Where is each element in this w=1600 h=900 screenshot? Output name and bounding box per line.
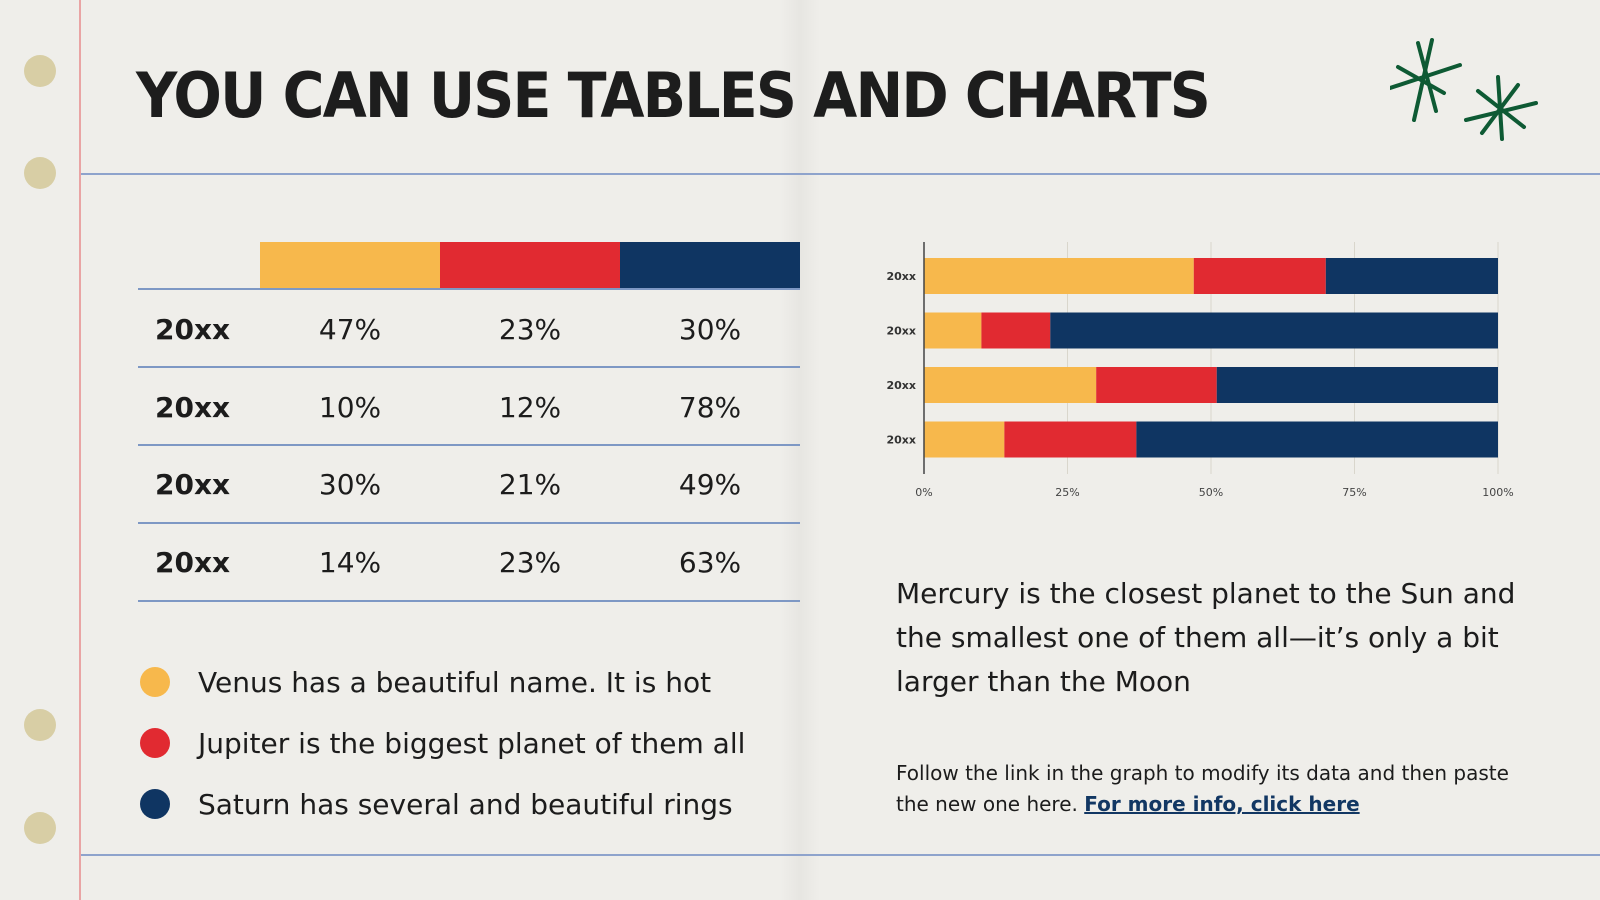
note-text: Follow the link in the graph to modify i… bbox=[896, 758, 1536, 820]
binder-hole bbox=[24, 157, 56, 189]
header-rule bbox=[81, 173, 1600, 175]
navy-dot-icon bbox=[140, 789, 170, 819]
x-tick-label: 100% bbox=[1482, 486, 1513, 499]
paper-fold-shadow bbox=[780, 0, 820, 900]
table-cell: 63% bbox=[678, 546, 742, 579]
table-header-navy bbox=[620, 242, 800, 289]
sparkle-stars-icon bbox=[1390, 38, 1538, 141]
chart-bar-segment bbox=[1096, 367, 1217, 403]
table-cell: 30% bbox=[678, 313, 742, 346]
chart-bar-segment bbox=[924, 312, 982, 349]
chart-bar-segment bbox=[1325, 258, 1498, 294]
footer-rule bbox=[81, 854, 1600, 856]
chart-bar-segment bbox=[1216, 367, 1498, 403]
chart-bar-segment bbox=[1050, 312, 1498, 349]
table-rule bbox=[138, 288, 800, 290]
table-header-yellow bbox=[260, 242, 440, 289]
y-tick-label: 20xx bbox=[887, 434, 917, 447]
table-cell: 14% bbox=[318, 546, 382, 579]
table-cell-year: 20xx bbox=[155, 546, 231, 579]
table-cell: 21% bbox=[498, 468, 562, 501]
chart-bar-segment bbox=[981, 312, 1051, 349]
legend-item: Jupiter is the biggest planet of them al… bbox=[140, 723, 745, 763]
legend-item: Saturn has several and beautiful rings bbox=[140, 784, 733, 824]
yellow-dot-icon bbox=[140, 667, 170, 697]
table-cell: 12% bbox=[498, 391, 562, 424]
table-header-red bbox=[440, 242, 620, 289]
y-tick-label: 20xx bbox=[887, 270, 917, 283]
table-cell: 23% bbox=[498, 546, 562, 579]
notebook-margin-line bbox=[79, 0, 81, 900]
table-cell: 47% bbox=[318, 313, 382, 346]
chart-bar-segment bbox=[1136, 421, 1498, 458]
table-cell: 10% bbox=[318, 391, 382, 424]
table-cell: 78% bbox=[678, 391, 742, 424]
x-tick-label: 75% bbox=[1342, 486, 1366, 499]
table-cell-year: 20xx bbox=[155, 391, 231, 424]
table-cell: 30% bbox=[318, 468, 382, 501]
page-title: YOU CAN USE TABLES AND CHARTS bbox=[136, 59, 1211, 132]
stacked-bar-chart: 0% 25% 50% 75% 100% 20xx 20xx 20xx 20xx bbox=[887, 242, 1514, 499]
table-rule bbox=[138, 600, 800, 602]
x-tick-label: 0% bbox=[915, 486, 932, 499]
more-info-link[interactable]: For more info, click here bbox=[1084, 792, 1360, 816]
binder-hole bbox=[24, 812, 56, 844]
legend-text: Jupiter is the biggest planet of them al… bbox=[198, 726, 746, 760]
table-rule bbox=[138, 444, 800, 446]
chart-bar-segment bbox=[924, 258, 1194, 294]
table-cell-year: 20xx bbox=[155, 468, 231, 501]
binder-hole bbox=[24, 709, 56, 741]
table-cell-year: 20xx bbox=[155, 313, 231, 346]
table-rule bbox=[138, 366, 800, 368]
table-cell: 49% bbox=[678, 468, 742, 501]
binder-hole bbox=[24, 55, 56, 87]
x-tick-label: 25% bbox=[1055, 486, 1079, 499]
table-cell: 23% bbox=[498, 313, 562, 346]
chart-bar-segment bbox=[1004, 421, 1137, 458]
chart-bar-segment bbox=[1193, 258, 1326, 294]
legend-text: Venus has a beautiful name. It is hot bbox=[198, 665, 712, 699]
red-dot-icon bbox=[140, 728, 170, 758]
note-body: Follow the link in the graph to modify i… bbox=[896, 761, 1509, 816]
x-tick-label: 50% bbox=[1199, 486, 1223, 499]
legend-item: Venus has a beautiful name. It is hot bbox=[140, 662, 711, 702]
legend-text: Saturn has several and beautiful rings bbox=[198, 787, 733, 821]
chart-bar-segment bbox=[924, 421, 1005, 458]
description-text: Mercury is the closest planet to the Sun… bbox=[896, 577, 1516, 698]
y-tick-label: 20xx bbox=[887, 325, 917, 338]
y-tick-label: 20xx bbox=[887, 379, 917, 392]
table-rule bbox=[138, 522, 800, 524]
chart-bar-segment bbox=[924, 367, 1097, 403]
